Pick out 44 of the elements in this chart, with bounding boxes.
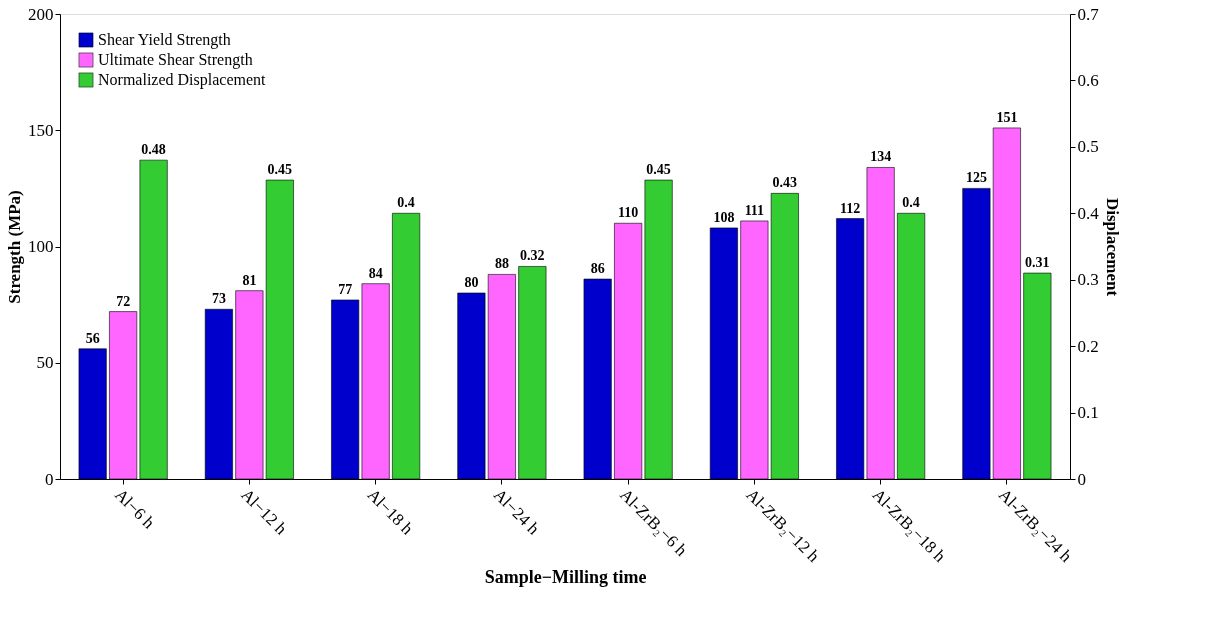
y2-tick-label: 0.7 xyxy=(1077,4,1100,24)
y2-tick-label: 0.4 xyxy=(1077,203,1100,223)
data-label: 77 xyxy=(338,281,353,297)
y2-tick-label: 0.6 xyxy=(1077,70,1099,90)
data-label: 0.4 xyxy=(397,195,415,211)
data-label: 111 xyxy=(744,202,765,218)
legend-label: Ultimate Shear Strength xyxy=(98,51,253,69)
y-tick-label: 100 xyxy=(28,237,54,256)
data-label: 88 xyxy=(494,256,509,272)
x-tick-label: Al−6 h xyxy=(111,485,159,533)
legend-label: Shear Yield Strength xyxy=(98,31,231,49)
x-axis-title: Sample−Milling time xyxy=(484,567,647,588)
data-label: 125 xyxy=(965,170,987,186)
y-tick-label: 150 xyxy=(28,120,54,140)
data-label: 0.45 xyxy=(267,162,293,178)
data-label: 80 xyxy=(464,275,479,290)
y2-tick-label: 0.3 xyxy=(1077,270,1099,290)
y-tick-label: 50 xyxy=(36,353,54,373)
y2-tick-label: 0 xyxy=(1077,469,1086,489)
data-label: 134 xyxy=(870,149,892,165)
data-label: 73 xyxy=(211,291,226,307)
data-label: 112 xyxy=(840,200,861,216)
legend-label: Normalized Displacement xyxy=(98,71,267,89)
data-label: 151 xyxy=(996,109,1018,125)
data-label: 56 xyxy=(85,330,100,346)
data-label: 0.32 xyxy=(520,248,545,264)
data-label: 0.45 xyxy=(646,162,671,178)
data-label: 72 xyxy=(116,293,131,309)
data-label: 81 xyxy=(242,272,257,288)
y-tick-label: 200 xyxy=(28,4,54,24)
data-label: 86 xyxy=(590,261,605,277)
data-label: 0.31 xyxy=(1025,255,1050,271)
y2-tick-label: 0.5 xyxy=(1077,137,1099,157)
data-label: 110 xyxy=(618,205,639,221)
data-label: 108 xyxy=(713,209,735,225)
data-label: 0.43 xyxy=(772,175,798,191)
y2-axis-title: Displacement xyxy=(1102,197,1122,297)
data-label: 0.48 xyxy=(141,142,166,158)
data-label: 84 xyxy=(368,265,383,281)
data-label: 0.4 xyxy=(902,195,920,211)
y-axis-title: Strength (MPa) xyxy=(5,190,24,304)
y2-tick-label: 0.1 xyxy=(1077,403,1099,423)
y-tick-label: 0 xyxy=(45,469,54,489)
y2-tick-label: 0.2 xyxy=(1077,336,1099,356)
